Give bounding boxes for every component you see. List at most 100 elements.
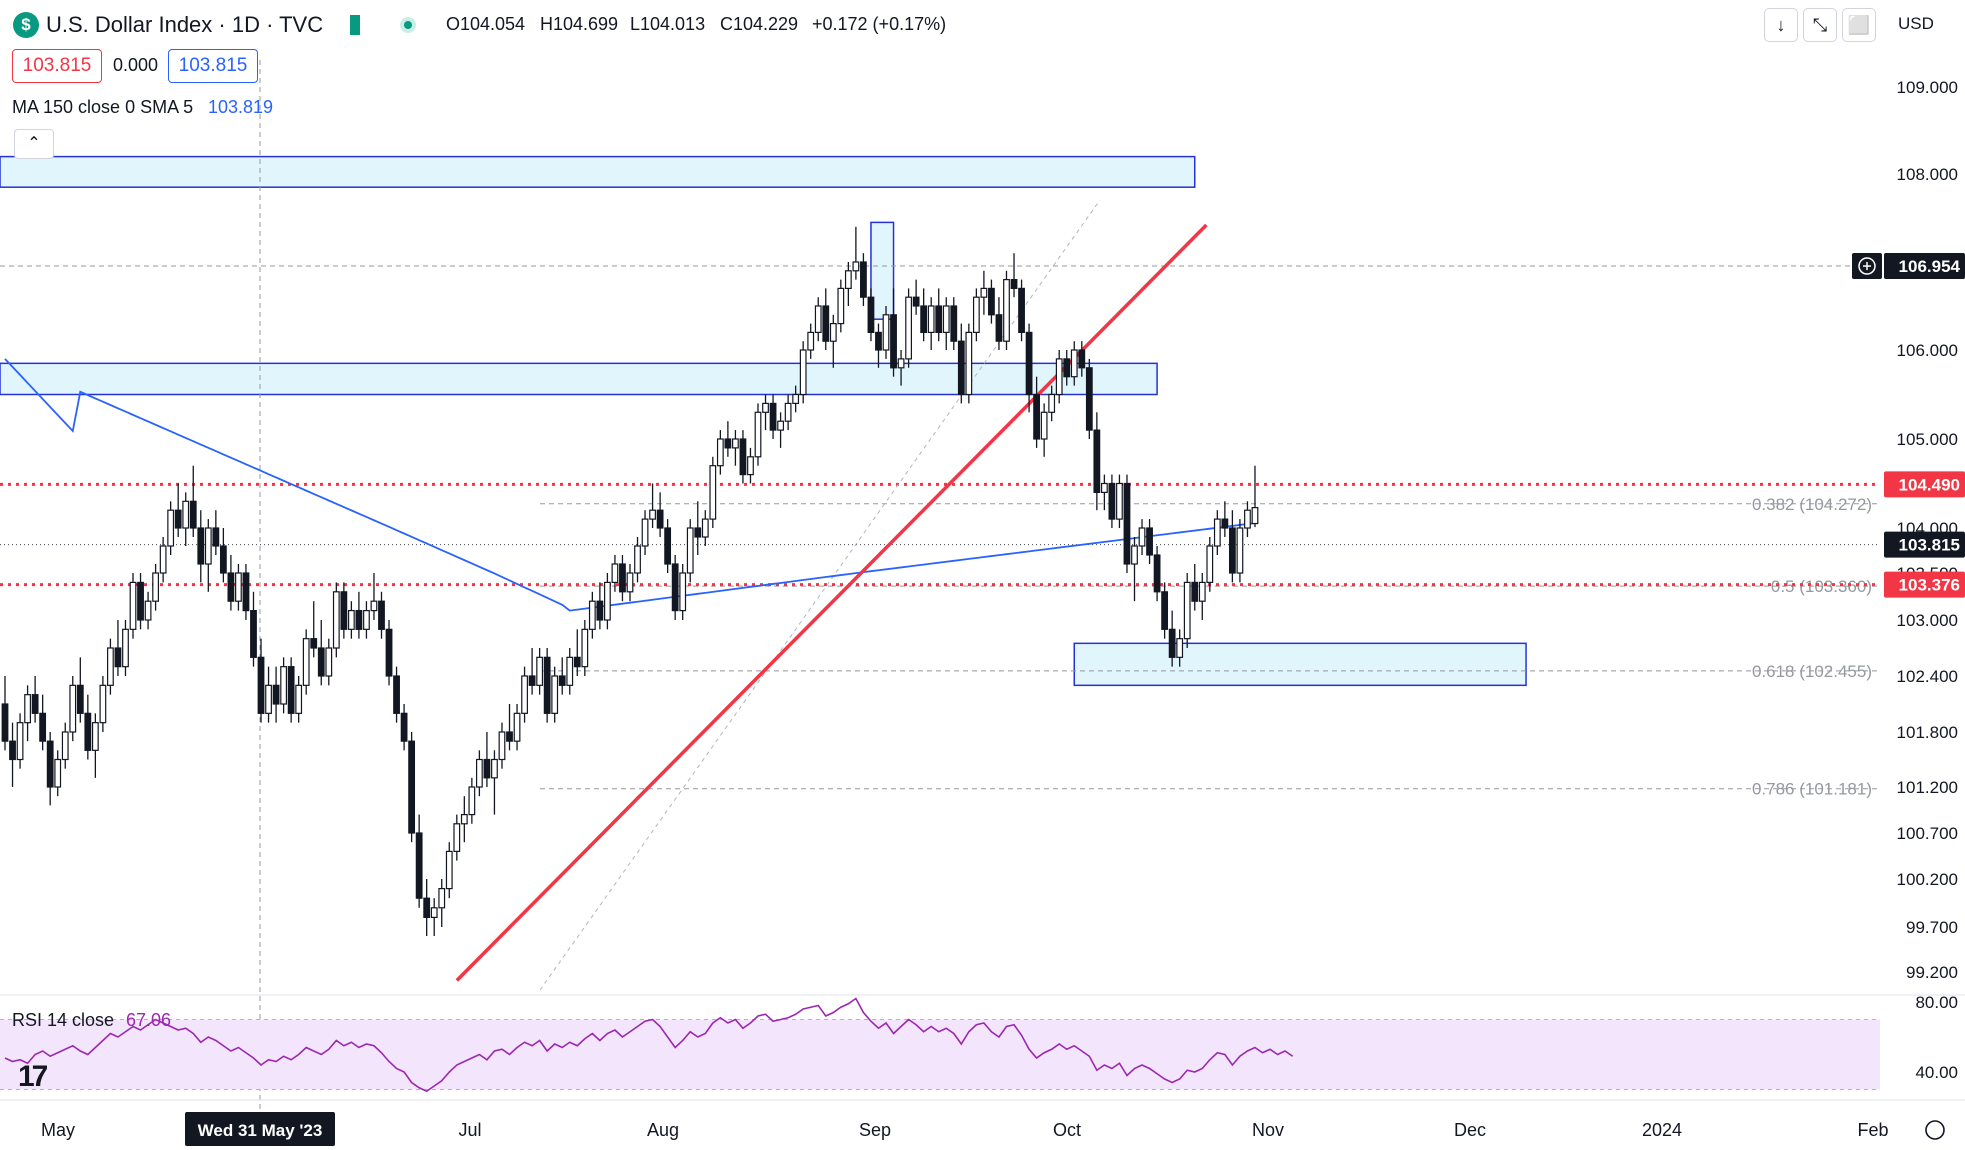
candle xyxy=(822,288,830,350)
candle-body xyxy=(649,509,656,520)
flag-icon[interactable] xyxy=(350,15,360,35)
sell-price-button[interactable]: 103.815 xyxy=(12,49,102,83)
collapse-legend-button[interactable]: ⌃ xyxy=(14,129,54,159)
candle-body xyxy=(980,287,988,298)
candle-body xyxy=(378,600,385,630)
fib-label-0.618: 0.618 (102.455) xyxy=(1752,662,1872,681)
candle xyxy=(1010,253,1018,298)
candle xyxy=(460,796,468,843)
candle xyxy=(626,564,634,602)
x-tick-label: Sep xyxy=(859,1120,891,1140)
candle-body xyxy=(732,438,739,449)
candle xyxy=(829,314,837,368)
candle-body xyxy=(664,527,672,565)
candle xyxy=(716,430,724,475)
candle xyxy=(1,676,9,751)
candle xyxy=(1244,501,1251,537)
y-tick-label: 108.000 xyxy=(1897,165,1958,184)
candle xyxy=(438,879,446,927)
rsi-pane: 80.00 40.00 xyxy=(0,993,1965,1093)
candle-body xyxy=(61,731,69,761)
candle xyxy=(1100,474,1108,511)
candle xyxy=(1108,474,1116,528)
y-axis: 109.000108.000106.000105.000104.000103.5… xyxy=(1852,0,1965,1150)
candle xyxy=(1131,537,1138,602)
candle xyxy=(370,573,378,620)
candle-body xyxy=(1085,367,1093,431)
candle xyxy=(167,501,175,555)
candle xyxy=(852,226,860,280)
rsi-label[interactable]: RSI 14 close xyxy=(12,1010,115,1030)
tradingview-logo[interactable]: 17 xyxy=(18,1060,48,1093)
candle-body xyxy=(1236,527,1244,574)
candle-body xyxy=(927,305,935,333)
currency-selector[interactable]: USD xyxy=(1898,14,1934,33)
price-label: 106.954 xyxy=(1899,257,1961,276)
candle-body xyxy=(1198,581,1206,602)
candle xyxy=(769,394,777,439)
candle xyxy=(144,591,152,630)
candle-body xyxy=(656,509,664,529)
ma-indicator-label[interactable]: MA 150 close 0 SMA 5 xyxy=(12,97,194,117)
candle xyxy=(385,620,393,686)
candle-body xyxy=(1138,527,1146,547)
candle-body xyxy=(1161,591,1169,630)
candle-body xyxy=(355,609,363,630)
settings-gear-icon xyxy=(1925,1120,1945,1140)
candle-body xyxy=(822,305,830,342)
candle-body xyxy=(1063,358,1071,378)
expand-button[interactable]: ⤡ xyxy=(1803,8,1837,42)
candle-body xyxy=(302,638,310,686)
candle xyxy=(506,704,513,751)
candle-body xyxy=(460,813,468,825)
y-tick-label: 101.800 xyxy=(1897,723,1958,742)
candle-body xyxy=(1093,429,1101,494)
fullscreen-button[interactable]: ⬜ xyxy=(1842,8,1876,42)
candle-body xyxy=(1176,638,1184,658)
candle xyxy=(152,564,160,611)
candle-body xyxy=(829,323,837,342)
candle-body xyxy=(430,907,438,918)
candle-body xyxy=(905,296,912,360)
price-label: 103.376 xyxy=(1899,576,1960,595)
candle xyxy=(724,421,732,457)
x-tick-label: Oct xyxy=(1053,1120,1081,1140)
candle-body xyxy=(1025,331,1033,396)
candle xyxy=(664,519,672,573)
candle-body xyxy=(1153,554,1161,593)
y-tick-label: 100.700 xyxy=(1897,824,1958,843)
buy-price-button[interactable]: 103.815 xyxy=(168,49,258,83)
candle xyxy=(235,564,242,611)
candle xyxy=(219,528,227,583)
candle-body xyxy=(875,331,882,351)
candle-body xyxy=(739,438,747,476)
candle xyxy=(957,323,965,404)
candle xyxy=(513,704,521,751)
ohlc-open: O104.054 xyxy=(446,14,526,34)
candle xyxy=(1033,376,1041,448)
candle xyxy=(551,666,559,723)
candle xyxy=(69,676,77,742)
candle-body xyxy=(528,675,536,686)
candle xyxy=(1003,270,1010,350)
symbol-title[interactable]: U.S. Dollar Index · 1D · TVC xyxy=(46,12,324,37)
candle xyxy=(543,648,551,723)
candle-body xyxy=(747,456,754,476)
candle xyxy=(980,270,988,315)
candle xyxy=(197,510,205,583)
guide-lines-layer: 0.382 (104.272) 0.5 (103.360) 0.618 (102.4… xyxy=(0,60,1880,1120)
candle-body xyxy=(197,527,205,565)
candle xyxy=(679,564,687,620)
candle xyxy=(122,620,129,676)
rsi-tick-label: 80.00 xyxy=(1915,993,1958,1012)
fib-label-0.382: 0.382 (104.272) xyxy=(1752,495,1872,514)
candle-body xyxy=(912,296,920,307)
download-button[interactable]: ↓ xyxy=(1764,8,1798,42)
candle-body xyxy=(686,527,694,574)
candle-body xyxy=(694,527,702,538)
y-tick-label: 109.000 xyxy=(1897,78,1958,97)
x-tick-label: Feb xyxy=(1857,1120,1888,1140)
ohlc-low: L104.013 xyxy=(630,14,706,34)
candle-body xyxy=(483,758,491,779)
